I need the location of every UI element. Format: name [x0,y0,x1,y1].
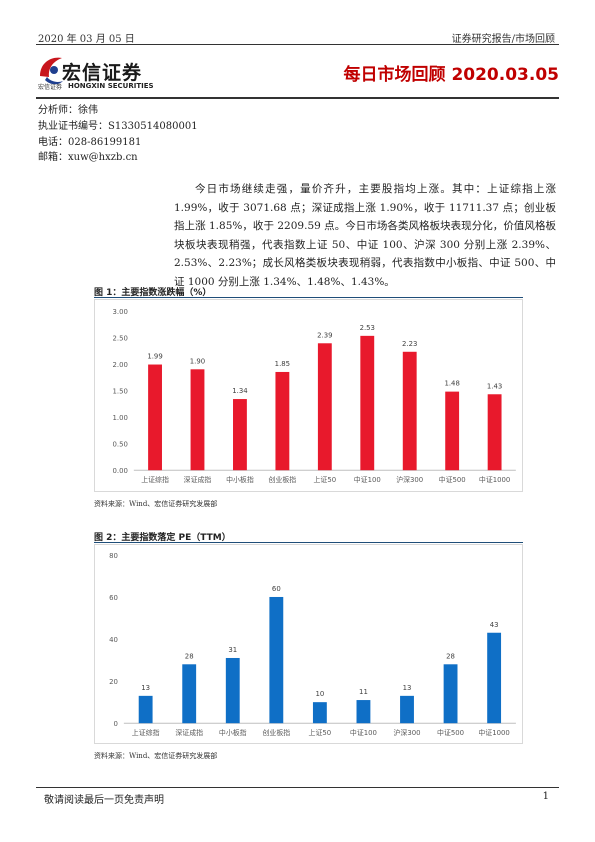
disclaimer-note: 敬请阅读最后一页免责声明 [44,795,164,806]
chart2-bar [138,695,153,724]
chart2-data-label: 13 [141,684,150,692]
page-title: 每日市场回顾 2020.03.05 [343,65,559,85]
chart1-category-label: 创业板指 [269,475,297,484]
chart2-data-label: 11 [359,688,368,696]
chart1-bar [148,364,162,471]
chart2-category-label: 深证成指 [175,728,203,737]
title-divider [36,97,559,99]
chart2-bar [356,700,371,724]
logo-wordmark: 宏信证券 [62,62,143,84]
chart1-ytick-label: 1.50 [113,388,128,396]
chart1-bar [233,399,247,471]
chart1-data-label: 2.53 [360,324,375,332]
logo-small-text: 宏信证券 [38,84,63,91]
chart2-category-label: 中证100 [350,728,377,737]
chart1-data-label: 2.39 [317,331,332,339]
figure1-source: 资料来源：Wind、宏信证券研究发展部 [94,500,218,508]
chart1-ytick-label: 2.00 [113,361,128,369]
chart2-bar [269,596,284,724]
analyst-license: 执业证书编号：S1330514080001 [38,121,198,132]
chart2-category-label: 上证50 [309,728,332,737]
chart1-ytick-label: 0.00 [113,467,128,475]
chart2-data-label: 13 [403,684,412,692]
analyst-phone: 电话：028-86199181 [38,137,142,148]
chart2-ytick-label: 0 [114,720,118,728]
hongxin-logo-icon [40,57,63,85]
chart1-data-label: 1.90 [190,357,205,365]
chart1-bar [360,335,375,471]
analyst-email[interactable]: 邮箱：xuw@hxzb.cn [38,152,138,163]
chart2-ytick-label: 80 [109,552,118,560]
chart2-bar [182,664,197,724]
figure1-title: 图 1：主要指数涨跌幅（%） [94,288,212,298]
chart2-bar [487,632,502,724]
chart2-data-label: 43 [490,621,499,629]
chart2-category-label: 沪深300 [393,728,420,737]
footer-divider [36,787,559,788]
chart1-bar [445,391,460,471]
market-summary: 今日市场继续走强，量价齐升，主要股指均上涨。其中：上证综指上涨 1.99%，收于… [174,183,556,288]
figure2-rule [94,542,523,543]
chart1-data-label: 1.34 [232,387,247,395]
chart2-bar [400,695,414,724]
chart1-category-label: 上证50 [314,475,337,484]
chart1-ytick-label: 2.50 [113,334,128,342]
chart2-data-label: 28 [446,652,455,660]
chart2-data-label: 60 [272,585,281,593]
analyst-name: 分析师：徐伟 [38,105,98,116]
chart1-ytick-label: 1.00 [113,414,128,422]
chart2-bar [443,664,458,724]
chart1-category-label: 中证500 [439,475,466,484]
chart2-ytick-label: 40 [109,636,118,644]
chart1-data-label: 2.23 [402,340,417,348]
chart1-bar [190,369,205,471]
chart2-data-label: 28 [185,652,194,660]
chart1-category-label: 上证综指 [141,475,169,484]
chart1-bar [487,394,502,471]
report-category: 证券研究报告/市场回顾 [451,34,555,45]
chart1-data-label: 1.48 [444,380,459,388]
figure1-rule [94,297,523,298]
logo-english: HONGXIN SECURITIES [68,82,154,90]
chart2-category-label: 中证1000 [478,728,509,737]
page-number: 1 [542,791,549,802]
chart1-category-label: 沪深300 [396,475,423,484]
chart1-ytick-label: 0.50 [113,441,128,449]
chart2-category-label: 中证500 [437,728,464,737]
chart2-bar [225,657,240,724]
chart1-bar [275,371,290,471]
chart1-data-label: 1.99 [147,353,162,361]
chart1-category-label: 中证1000 [479,475,510,484]
chart1-ytick-label: 3.00 [113,308,128,316]
chart1-bar [317,343,332,471]
chart2-category-label: 上证综指 [132,728,160,737]
figure2-source: 资料来源：Wind、宏信证券研究发展部 [94,752,218,760]
chart1-category-label: 中小板指 [226,475,254,484]
chart1-data-label: 1.85 [275,360,290,368]
chart2-data-label: 10 [315,690,324,698]
index-change-bar-chart: 0.00 0.50 1.00 1.50 2.00 2.50 3.00 1.99 上证综指 1.90… [94,299,523,492]
chart2-data-label: 31 [228,646,237,654]
chart2-category-label: 创业板指 [262,728,290,737]
chart2-category-label: 中小板指 [219,728,247,737]
chart1-data-label: 1.43 [487,382,502,390]
chart2-bar [312,702,327,724]
index-pe-bar-chart: 0 20 40 60 80 13 上证综指 28 深证成指 31 中小板指 60 创业板指 10 上证50 1… [94,544,523,744]
figure2-title: 图 2：主要指数落定 PE（TTM） [94,533,231,543]
chart1-bar [402,351,417,471]
chart1-category-label: 中证100 [354,475,381,484]
header-divider [36,44,559,45]
chart1-category-label: 深证成指 [184,475,212,484]
chart2-ytick-label: 20 [109,678,118,686]
chart2-ytick-label: 60 [109,594,118,602]
report-date: 2020 年 03 月 05 日 [38,34,135,45]
